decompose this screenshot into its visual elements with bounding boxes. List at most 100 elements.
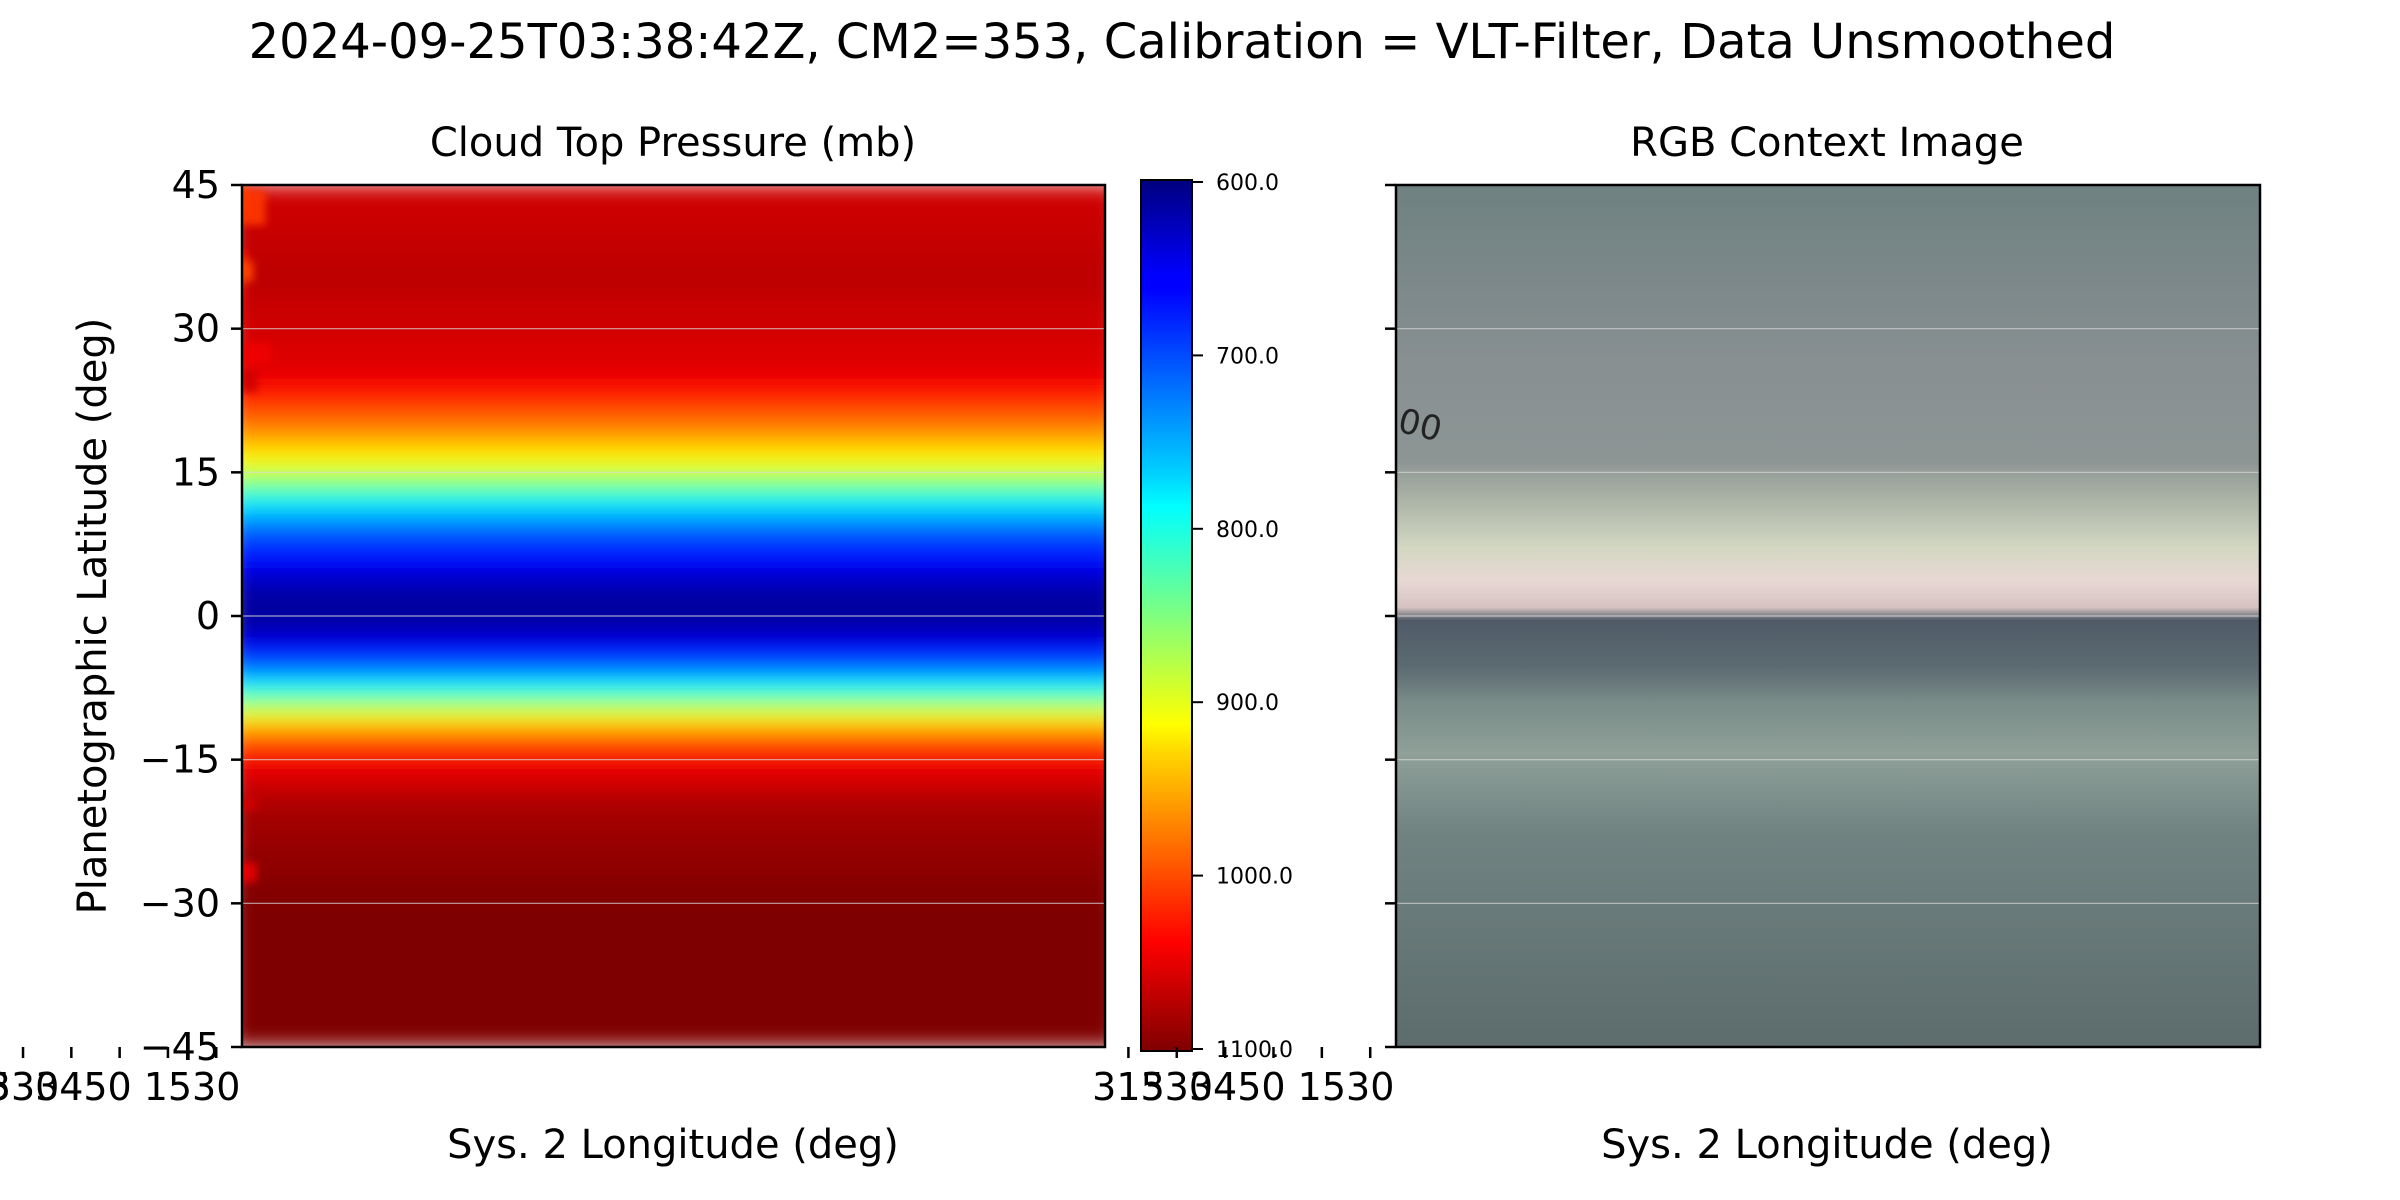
heatmap-cell — [6, 844, 38, 863]
y-tick-label: −15 — [140, 738, 220, 782]
heatmap-cell — [242, 834, 243, 849]
y-tick-label: −30 — [140, 881, 220, 925]
contour-label: 1100 — [80, 203, 137, 296]
heatmap-cell — [242, 691, 1105, 704]
heatmap-cell — [242, 356, 1105, 368]
heatmap-cell — [33, 337, 60, 356]
heatmap-cell — [242, 749, 1105, 761]
x-tick-label: 315 — [1092, 1065, 1165, 1109]
heatmap-cell — [242, 298, 1105, 311]
contour-label: 1100 — [1234, 203, 1291, 296]
heatmap-cell — [242, 261, 254, 282]
heatmap-cell — [242, 777, 1105, 790]
heatmap-cell — [242, 231, 1105, 244]
heatmap-cell — [242, 978, 1105, 991]
x-tick-label: 30 — [192, 1065, 240, 1109]
heatmap-cell — [242, 701, 1105, 713]
right-panel-title: RGB Context Image — [1630, 120, 2024, 166]
heatmap-cell — [242, 998, 1105, 1010]
heatmap-cell — [242, 557, 1105, 570]
heatmap-cell — [242, 538, 1105, 550]
heatmap-cell — [130, 402, 155, 433]
heatmap-cell — [242, 768, 1105, 780]
heatmap-cell — [242, 369, 258, 392]
heatmap-cell — [242, 605, 1105, 617]
y-tick-label: 0 — [196, 594, 220, 638]
heatmap-cell — [242, 720, 1105, 732]
heatmap-cell — [242, 864, 1105, 876]
heatmap-cell — [98, 213, 131, 249]
heatmap-cell — [242, 509, 1105, 522]
heatmap-cell — [242, 940, 1105, 953]
heatmap-cell — [242, 519, 1105, 531]
heatmap-cell — [0, 257, 35, 281]
heatmap-cell — [242, 423, 1105, 436]
heatmap-cell — [11, 264, 27, 297]
heatmap-cell — [242, 576, 1105, 589]
right-x-axis-label: Sys. 2 Longitude (deg) — [1601, 1122, 2053, 1168]
heatmap-cell — [20, 393, 46, 419]
heatmap-cell — [242, 500, 1105, 512]
contour-line — [242, 405, 243, 407]
heatmap-cell — [242, 758, 1105, 771]
heatmap-cell — [62, 238, 91, 264]
y-axis-label: Planetographic Latitude (deg) — [70, 318, 116, 915]
heatmap-cell — [152, 330, 170, 346]
contour-label: 900.00 — [112, 629, 237, 697]
heatmap-cell — [242, 270, 1105, 282]
contour-label: 800.0 — [0, 673, 18, 729]
heatmap-cell — [242, 653, 1105, 665]
heatmap-cell — [242, 662, 1105, 675]
heatmap-cell — [242, 921, 1105, 934]
heatmap-cell — [242, 394, 1105, 407]
contour-line — [242, 719, 243, 722]
heatmap-cell — [242, 969, 1105, 981]
heatmap-cell — [242, 873, 1105, 886]
x-tick-label: 30 — [1346, 1065, 1394, 1109]
heatmap-cell — [242, 643, 1105, 656]
contour-line — [1241, 185, 1331, 367]
heatmap-cell — [199, 366, 234, 383]
heatmap-cell — [242, 1036, 1105, 1047]
heatmap-cell — [242, 816, 1105, 828]
heatmap-cell — [242, 480, 1105, 493]
heatmap-cell — [242, 283, 244, 302]
heatmap-cell — [142, 841, 169, 860]
heatmap-cell — [242, 260, 1105, 273]
y-tick-label: 30 — [172, 307, 220, 351]
heatmap-cell — [242, 892, 1105, 905]
heatmap-cell — [242, 911, 1105, 924]
pressure-heatmap: 11001000.00900.00800.00700.00600.00700.0… — [0, 185, 1105, 1047]
colorbar-tick-label: 900.0 — [1216, 691, 1279, 716]
contour-line — [242, 700, 243, 703]
heatmap-cell — [114, 322, 134, 341]
heatmap-cell — [242, 1026, 1105, 1039]
x-tick-label: 345 — [35, 1065, 108, 1109]
heatmap-cell — [114, 369, 134, 394]
heatmap-cell — [27, 320, 61, 355]
heatmap-cell — [242, 950, 1105, 962]
heatmap-cell — [0, 405, 2, 441]
heatmap-cell — [242, 249, 248, 271]
heatmap-cell — [242, 586, 1105, 598]
heatmap-cell — [139, 271, 163, 287]
heatmap-cell — [242, 797, 258, 811]
heatmap-cell — [242, 289, 1105, 301]
heatmap-cell — [242, 404, 1105, 416]
heatmap-cell — [242, 825, 1105, 838]
heatmap-cell — [242, 787, 1105, 799]
heatmap-cell — [242, 682, 1105, 694]
heatmap-cell — [242, 547, 1105, 560]
heatmap-cell — [127, 801, 156, 822]
heatmap-cell — [242, 212, 1105, 225]
colorbar-tick-label: 700.0 — [1216, 344, 1279, 369]
colorbar-tick-label: 600.0 — [1216, 171, 1279, 196]
x-tick-label: 0 — [1261, 1065, 1285, 1109]
heatmap-cell — [201, 385, 230, 413]
heatmap-cell — [242, 854, 1105, 867]
heatmap-cell — [242, 959, 1105, 972]
heatmap-cell — [135, 811, 151, 826]
x-tick-label: 15 — [1298, 1065, 1346, 1109]
